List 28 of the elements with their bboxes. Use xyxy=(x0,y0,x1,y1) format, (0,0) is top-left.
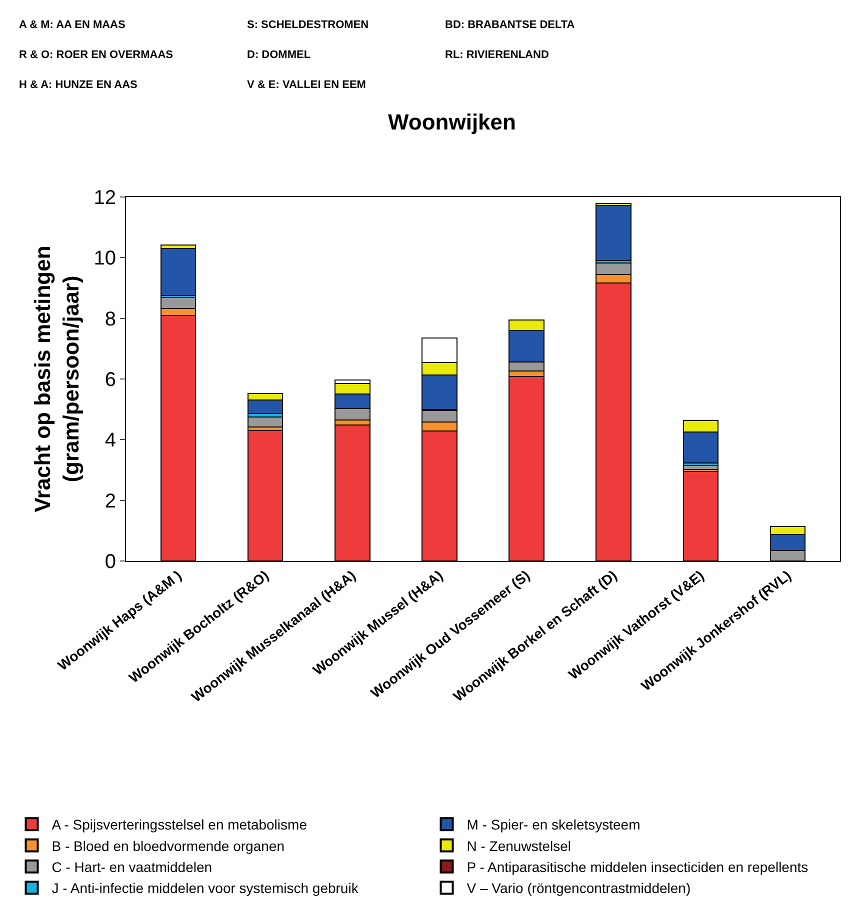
legend-label: J - Anti-infectie middelen voor systemisch gebruik xyxy=(52,880,360,896)
legend-label: P - Antiparasitische middelen insecticiden en repellents xyxy=(466,858,808,875)
bar xyxy=(247,416,284,428)
bar xyxy=(596,204,632,261)
text: BD: BRABANTSE DELTA xyxy=(445,19,575,31)
y-tick-label: 4 xyxy=(104,430,116,452)
y-tick-label: 6 xyxy=(104,369,116,391)
text: D: DOMMEL xyxy=(247,49,311,61)
chart-title: Woonwijken xyxy=(388,110,516,135)
y-tick-label: 2 xyxy=(104,490,116,512)
text: V & E: VALLEI EN EEM xyxy=(247,79,366,91)
legend-label: C - Hart- en vaatmiddelen xyxy=(52,858,212,875)
y-axis-title: Vracht op basis metingen (gram/persoon/jaar) xyxy=(30,246,84,512)
y-tick-label: 0 xyxy=(104,551,116,573)
legend-label: M - Spier- en skeletsysteem xyxy=(466,816,640,833)
legend-label: N - Zenuwstelsel xyxy=(466,838,572,854)
bar xyxy=(160,248,196,296)
y-tick-label: 12 xyxy=(94,187,116,209)
legend-label: V – Vario (röntgencontrastmiddelen) xyxy=(466,880,691,896)
legend-label: B - Bloed en bloedvormende organen xyxy=(52,838,284,854)
text: S: SCHELDESTROMEN xyxy=(247,19,369,31)
text: A & M: AA EN MAAS xyxy=(19,19,126,31)
text: RL: RIVIERENLAND xyxy=(445,49,549,61)
legend-label: A - Spijsverteringsstelsel en metabolisme xyxy=(52,816,308,833)
y-tick-label: 8 xyxy=(104,308,116,330)
text: R & O: ROER EN OVERMAAS xyxy=(19,49,174,61)
y-tick-label: 10 xyxy=(94,248,116,270)
text: H & A: HUNZE EN AAS xyxy=(19,79,138,91)
